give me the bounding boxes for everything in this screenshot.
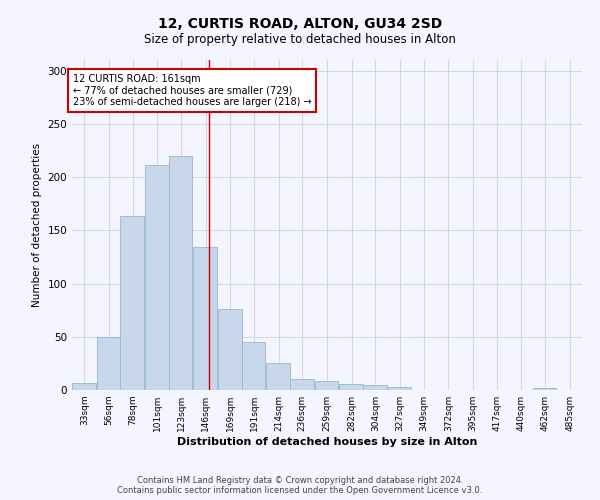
Text: 12, CURTIS ROAD, ALTON, GU34 2SD: 12, CURTIS ROAD, ALTON, GU34 2SD [158, 18, 442, 32]
Bar [145, 166, 169, 390]
Bar [242, 342, 265, 390]
Y-axis label: Number of detached properties: Number of detached properties [32, 143, 42, 307]
Bar [533, 388, 556, 390]
Bar [314, 382, 338, 390]
Bar [169, 156, 193, 390]
Text: Size of property relative to detached houses in Alton: Size of property relative to detached ho… [144, 32, 456, 46]
Bar [340, 384, 363, 390]
Text: 12 CURTIS ROAD: 161sqm
← 77% of detached houses are smaller (729)
23% of semi-de: 12 CURTIS ROAD: 161sqm ← 77% of detached… [73, 74, 311, 107]
Bar [72, 382, 96, 390]
Bar [218, 309, 242, 390]
Bar [363, 384, 387, 390]
Bar [97, 337, 121, 390]
Bar [266, 364, 290, 390]
Bar [193, 248, 217, 390]
Text: Contains public sector information licensed under the Open Government Licence v3: Contains public sector information licen… [118, 486, 482, 495]
Bar [388, 387, 412, 390]
Text: Contains HM Land Registry data © Crown copyright and database right 2024.: Contains HM Land Registry data © Crown c… [137, 476, 463, 485]
Bar [290, 380, 314, 390]
Bar [121, 216, 144, 390]
X-axis label: Distribution of detached houses by size in Alton: Distribution of detached houses by size … [177, 437, 477, 447]
